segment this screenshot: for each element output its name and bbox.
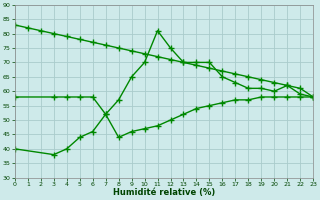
- X-axis label: Humidité relative (%): Humidité relative (%): [113, 188, 215, 197]
